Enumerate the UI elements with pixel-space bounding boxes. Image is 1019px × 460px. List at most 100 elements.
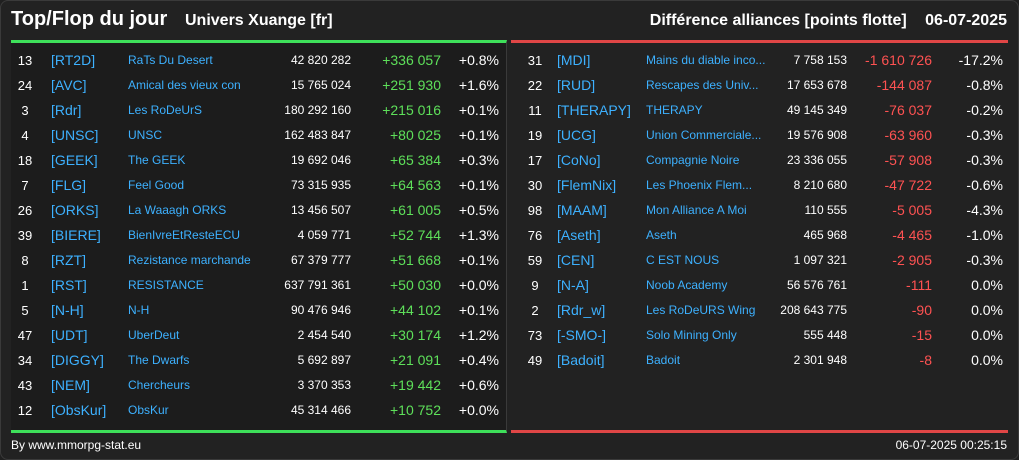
alliance-tag-link[interactable]: [RZT] — [51, 252, 86, 268]
subtitle: Différence alliances [points flotte] — [649, 12, 907, 29]
alliance-name-link[interactable]: Compagnie Noire — [646, 153, 740, 167]
flop-row: 30 [FlemNix] Les Phoenix Flem... 8 210 680 -… — [511, 173, 1008, 198]
footer-source[interactable]: By www.mmorpg-stat.eu — [11, 438, 142, 452]
alliance-name-link[interactable]: Noob Academy — [646, 278, 728, 292]
alliance-tag-link[interactable]: [ObsKur] — [51, 402, 107, 418]
alliance-tag-link[interactable]: [RUD] — [557, 77, 596, 93]
alliance-name-link[interactable]: UNSC — [128, 128, 163, 142]
alliance-name-link[interactable]: RESISTANCE — [128, 278, 204, 292]
alliance-tag-link[interactable]: [DIGGY] — [51, 352, 104, 368]
alliance-tag-link[interactable]: [CEN] — [557, 252, 595, 268]
top-row: 13 [RT2D] RaTs Du Desert 42 820 282 +336 057… — [11, 48, 506, 73]
alliance-tag-link[interactable]: [N-H] — [51, 302, 84, 318]
header-right: Différence alliances [points flotte] 06-… — [636, 12, 1007, 30]
diff-cell: +80 025 — [390, 127, 441, 143]
page-title: Top/Flop du jour — [11, 8, 168, 30]
alliance-name-link[interactable]: ObsKur — [128, 403, 169, 417]
alliance-name-link[interactable]: RaTs Du Desert — [128, 53, 213, 67]
alliance-name-link[interactable]: Les Phoenix Flem... — [646, 178, 753, 192]
percent-cell: -4.3% — [966, 202, 1003, 218]
rank-cell: 22 — [527, 78, 543, 93]
alliance-tag-link[interactable]: [Badoit] — [557, 352, 605, 368]
points-cell: 17 653 678 — [786, 78, 847, 92]
rank-cell: 8 — [21, 253, 29, 268]
alliance-name-link[interactable]: Feel Good — [128, 178, 185, 192]
diff-cell: +21 091 — [390, 352, 441, 368]
alliance-name-link[interactable]: THERAPY — [646, 103, 703, 117]
alliance-name-link[interactable]: The Dwarfs — [128, 353, 190, 367]
top-row: 24 [AVC] Amical des vieux con 15 765 024 +25… — [11, 73, 506, 98]
alliance-tag-link[interactable]: [AVC] — [51, 77, 87, 93]
points-cell: 555 448 — [803, 328, 847, 342]
alliance-tag-link[interactable]: [Rdr] — [51, 102, 82, 118]
percent-cell: 0.0% — [971, 327, 1003, 343]
rank-cell: 73 — [527, 328, 543, 343]
alliance-tag-link[interactable]: [NEM] — [51, 377, 90, 393]
alliance-tag-link[interactable]: [ORKS] — [51, 202, 99, 218]
diff-cell: +65 384 — [390, 152, 441, 168]
alliance-tag-link[interactable]: [N-A] — [557, 277, 589, 293]
alliance-name-link[interactable]: UberDeut — [128, 328, 180, 342]
percent-cell: +0.1% — [458, 127, 499, 143]
alliance-tag-link[interactable]: [Rdr_w] — [557, 302, 606, 318]
points-cell: 19 692 046 — [290, 153, 351, 167]
alliance-name-link[interactable]: Union Commerciale... — [646, 128, 762, 142]
points-cell: 162 483 847 — [284, 128, 351, 142]
diff-cell: +251 930 — [382, 77, 441, 93]
percent-cell: -0.6% — [966, 177, 1003, 193]
footer-timestamp: 06-07-2025 00:25:15 — [895, 438, 1007, 452]
alliance-name-link[interactable]: Les RoDeUrS — [128, 103, 203, 117]
rank-cell: 3 — [21, 103, 29, 118]
alliance-tag-link[interactable]: [GEEK] — [51, 152, 98, 168]
alliance-tag-link[interactable]: [MDI] — [557, 52, 591, 68]
points-cell: 3 370 353 — [297, 378, 351, 392]
flop-row: 22 [RUD] Rescapes des Univ... 17 653 678 -14… — [511, 73, 1008, 98]
alliance-tag-link[interactable]: [UCG] — [557, 127, 596, 143]
alliance-name-link[interactable]: La Waaagh ORKS — [128, 203, 227, 217]
alliance-tag-link[interactable]: [-SMO-] — [557, 327, 606, 343]
alliance-name-link[interactable]: C EST NOUS — [646, 253, 720, 267]
alliance-tag-link[interactable]: [FLG] — [51, 177, 87, 193]
rank-cell: 9 — [531, 278, 539, 293]
alliance-tag-link[interactable]: [UNSC] — [51, 127, 99, 143]
rank-cell: 26 — [17, 203, 33, 218]
diff-cell: -90 — [911, 302, 932, 318]
alliance-name-link[interactable]: N-H — [128, 303, 150, 317]
alliance-name-link[interactable]: Badoit — [646, 353, 681, 367]
rank-cell: 18 — [17, 153, 33, 168]
diff-cell: -144 087 — [876, 77, 932, 93]
alliance-tag-link[interactable]: [MAAM] — [557, 202, 607, 218]
points-cell: 208 643 775 — [780, 303, 847, 317]
alliance-name-link[interactable]: Mon Alliance A Moi — [646, 203, 747, 217]
alliance-name-link[interactable]: Amical des vieux con — [128, 78, 241, 92]
alliance-name-link[interactable]: Mains du diable inco... — [646, 53, 766, 67]
alliance-name-link[interactable]: Solo Mining Only — [646, 328, 737, 342]
alliance-name-link[interactable]: Rescapes des Univ... — [646, 78, 759, 92]
alliance-name-link[interactable]: Rezistance marchande — [128, 253, 251, 267]
percent-cell: +1.2% — [458, 327, 499, 343]
rank-cell: 5 — [21, 303, 29, 318]
diff-cell: +19 442 — [390, 377, 441, 393]
alliance-name-link[interactable]: Aseth — [646, 228, 677, 242]
alliance-tag-link[interactable]: [FlemNix] — [557, 177, 617, 193]
points-cell: 23 336 055 — [786, 153, 847, 167]
alliance-tag-link[interactable]: [Aseth] — [557, 227, 601, 243]
points-cell: 15 765 024 — [290, 78, 351, 92]
alliance-tag-link[interactable]: [BIERE] — [51, 227, 101, 243]
points-cell: 67 379 777 — [290, 253, 351, 267]
diff-cell: +10 752 — [390, 402, 441, 418]
alliance-name-link[interactable]: BienIvreEtResteECU — [128, 228, 241, 242]
percent-cell: +0.4% — [458, 352, 499, 368]
alliance-name-link[interactable]: Les RoDeURS Wing — [646, 303, 756, 317]
percent-cell: +0.0% — [458, 402, 499, 418]
alliance-tag-link[interactable]: [RST] — [51, 277, 87, 293]
points-cell: 90 476 946 — [290, 303, 351, 317]
alliance-tag-link[interactable]: [THERAPY] — [557, 102, 631, 118]
alliance-tag-link[interactable]: [RT2D] — [51, 52, 96, 68]
top-row: 47 [UDT] UberDeut 2 454 540 +30 174 +1.2% — [11, 323, 506, 348]
percent-cell: +0.1% — [458, 102, 499, 118]
alliance-name-link[interactable]: The GEEK — [128, 153, 186, 167]
alliance-tag-link[interactable]: [CoNo] — [557, 152, 601, 168]
alliance-name-link[interactable]: Chercheurs — [128, 378, 191, 392]
alliance-tag-link[interactable]: [UDT] — [51, 327, 88, 343]
